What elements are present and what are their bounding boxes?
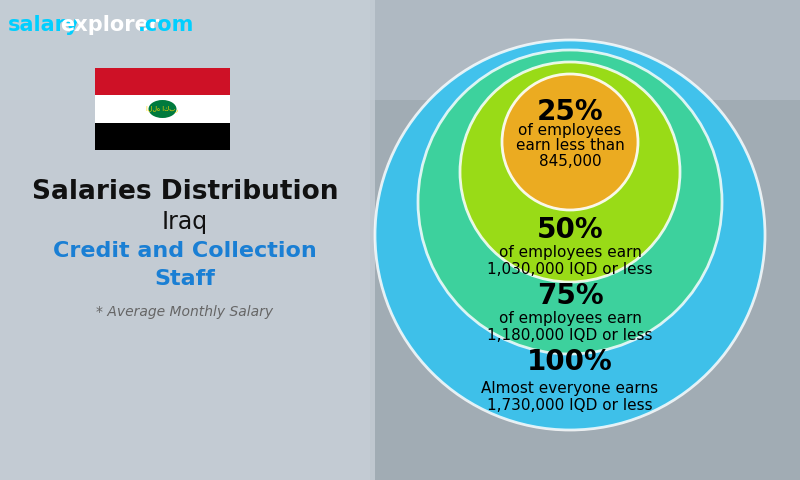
- Bar: [95, 96, 230, 123]
- Ellipse shape: [460, 62, 680, 282]
- Bar: [95, 123, 230, 150]
- Text: 75%: 75%: [537, 282, 603, 310]
- Text: Almost everyone earns: Almost everyone earns: [482, 381, 658, 396]
- Bar: [0, 0, 800, 100]
- Text: 1,730,000 IQD or less: 1,730,000 IQD or less: [487, 398, 653, 413]
- Text: of employees: of employees: [518, 122, 622, 137]
- Ellipse shape: [418, 50, 722, 354]
- Text: 1,030,000 IQD or less: 1,030,000 IQD or less: [487, 263, 653, 277]
- Ellipse shape: [149, 100, 177, 118]
- Text: explorer: explorer: [60, 15, 159, 35]
- Text: 50%: 50%: [537, 216, 603, 244]
- Text: Salaries Distribution: Salaries Distribution: [32, 179, 338, 205]
- Text: 100%: 100%: [527, 348, 613, 376]
- Text: Iraq: Iraq: [162, 210, 208, 234]
- Text: Credit and Collection
Staff: Credit and Collection Staff: [53, 241, 317, 289]
- Text: * Average Monthly Salary: * Average Monthly Salary: [97, 305, 274, 319]
- Ellipse shape: [375, 40, 765, 430]
- Bar: [0, 0, 375, 480]
- Text: 845,000: 845,000: [538, 155, 602, 169]
- Bar: [95, 68, 230, 96]
- Bar: [370, 0, 800, 480]
- Ellipse shape: [502, 74, 638, 210]
- Text: salary: salary: [8, 15, 80, 35]
- Text: الله اكبر: الله اكبر: [146, 106, 178, 112]
- Text: earn less than: earn less than: [516, 139, 624, 154]
- Text: 25%: 25%: [537, 98, 603, 126]
- Text: 1,180,000 IQD or less: 1,180,000 IQD or less: [487, 328, 653, 344]
- Text: of employees earn: of employees earn: [498, 244, 642, 260]
- Text: of employees earn: of employees earn: [498, 311, 642, 325]
- Text: .com: .com: [138, 15, 194, 35]
